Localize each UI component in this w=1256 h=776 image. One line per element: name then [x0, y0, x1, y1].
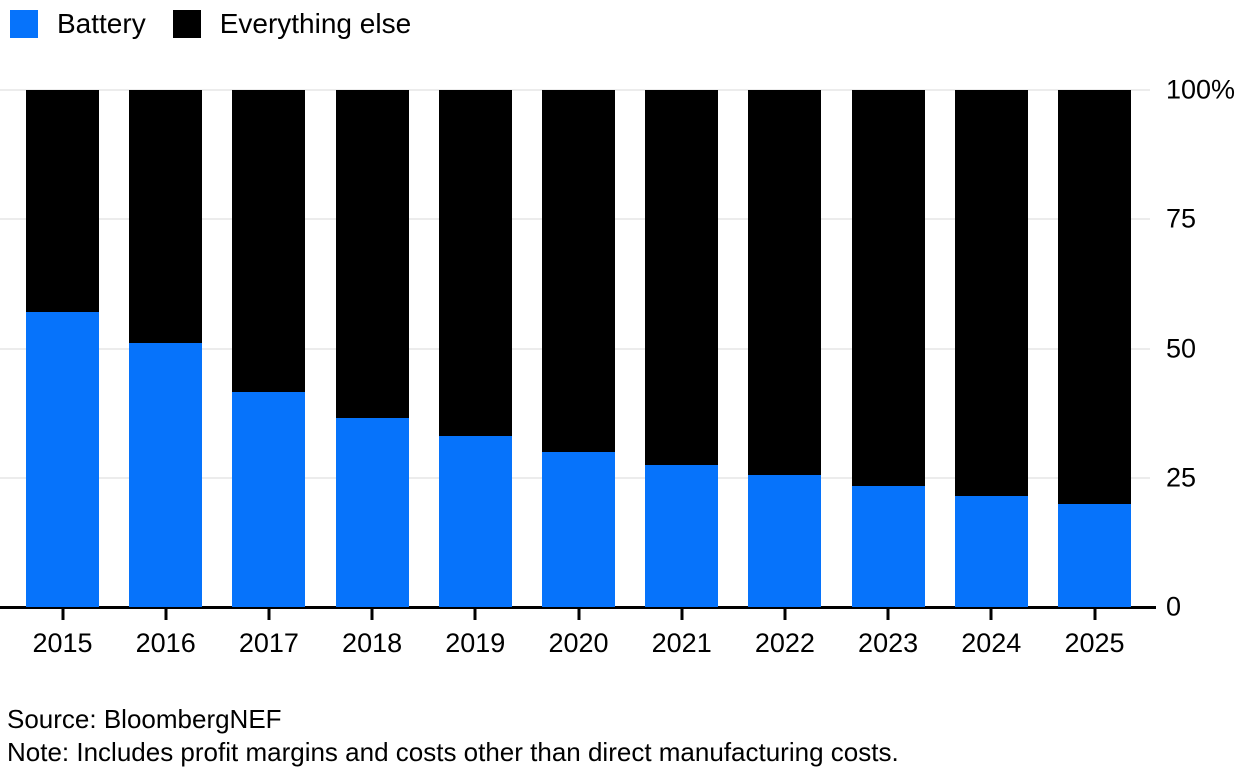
everything-else-segment-2018 — [335, 90, 409, 419]
bar-2025 — [1058, 90, 1131, 607]
bar-2021 — [645, 90, 719, 607]
y-tick-label-75: 75 — [1166, 203, 1197, 234]
x-label-2015: 2015 — [32, 628, 93, 658]
battery-segment-2016 — [129, 343, 203, 607]
x-tick-2022 — [783, 608, 787, 620]
battery-segment-2025 — [1058, 503, 1131, 607]
battery-swatch-icon — [10, 10, 38, 38]
x-label-2022: 2022 — [754, 628, 815, 658]
x-axis-baseline — [0, 606, 1156, 609]
x-tick-2019 — [473, 608, 477, 620]
everything-else-segment-2024 — [954, 90, 1028, 496]
everything-else-segment-2020 — [542, 90, 615, 452]
x-tick-2023 — [886, 608, 890, 620]
y-tick-label-50: 50 — [1166, 333, 1197, 363]
x-label-2016: 2016 — [135, 628, 196, 658]
bar-2024 — [954, 90, 1028, 607]
bar-2018 — [335, 90, 409, 607]
battery-segment-2017 — [232, 392, 306, 607]
x-tick-2024 — [989, 608, 993, 620]
everything-else-segment-2023 — [851, 90, 925, 486]
x-tick-2020 — [577, 608, 580, 620]
battery-segment-2024 — [954, 495, 1028, 607]
x-label-2018: 2018 — [342, 628, 403, 658]
x-tick-2017 — [267, 608, 271, 620]
everything-else-swatch-icon — [172, 10, 201, 38]
legend-item-battery: Battery — [10, 8, 146, 40]
y-tick-label-100: 100% — [1166, 74, 1236, 105]
bar-2023 — [851, 90, 925, 607]
x-label-2024: 2024 — [961, 628, 1022, 658]
bar-2019 — [438, 90, 512, 607]
methodology-note: Note: Includes profit margins and costs … — [7, 737, 899, 767]
x-label-2025: 2025 — [1064, 628, 1125, 658]
battery-segment-2019 — [438, 436, 512, 607]
battery-segment-2021 — [645, 464, 719, 607]
x-label-2023: 2023 — [858, 628, 919, 658]
everything-else-segment-2015 — [26, 90, 99, 313]
x-label-2017: 2017 — [238, 628, 299, 658]
x-label-2021: 2021 — [651, 628, 712, 658]
x-tick-2015 — [61, 608, 64, 620]
footer: Source: BloombergNEF Note: Includes prof… — [7, 703, 899, 769]
bar-2015 — [26, 90, 99, 607]
legend: Battery Everything else — [10, 8, 411, 40]
everything-else-segment-2021 — [645, 90, 719, 465]
source-note: Source: BloombergNEF — [7, 704, 282, 734]
battery-segment-2018 — [335, 418, 409, 607]
y-tick-label-25: 25 — [1166, 462, 1197, 493]
x-label-2019: 2019 — [445, 628, 506, 658]
everything-else-segment-2019 — [438, 90, 512, 437]
plot-area: 100% 75 50 25 0 2015 2016 2017 2018 2019 2020 2021 2… — [0, 74, 1236, 658]
battery-segment-2020 — [542, 451, 615, 607]
battery-segment-2023 — [851, 485, 925, 607]
everything-else-segment-2016 — [129, 90, 203, 344]
x-tick-2025 — [1093, 608, 1096, 620]
legend-label-everything-else: Everything else — [219, 8, 412, 39]
x-tick-2016 — [164, 608, 168, 620]
y-tick-label-0: 0 — [1166, 591, 1182, 622]
bar-2017 — [232, 90, 306, 607]
bar-2020 — [542, 90, 615, 607]
bar-2022 — [748, 90, 822, 607]
battery-segment-2015 — [26, 312, 99, 607]
legend-label-battery: Battery — [57, 8, 146, 39]
everything-else-segment-2017 — [232, 90, 306, 393]
everything-else-segment-2022 — [748, 90, 822, 476]
x-label-2020: 2020 — [548, 628, 609, 658]
x-tick-2021 — [680, 608, 684, 620]
battery-segment-2022 — [748, 475, 822, 607]
bar-2016 — [129, 90, 203, 607]
everything-else-segment-2025 — [1058, 90, 1131, 504]
x-tick-2018 — [370, 608, 374, 620]
legend-item-everything-else: Everything else — [172, 8, 412, 40]
